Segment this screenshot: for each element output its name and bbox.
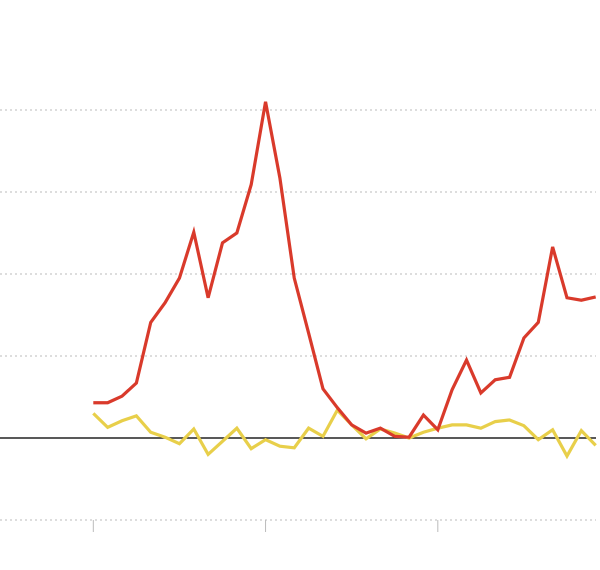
series-line: [93, 101, 597, 439]
